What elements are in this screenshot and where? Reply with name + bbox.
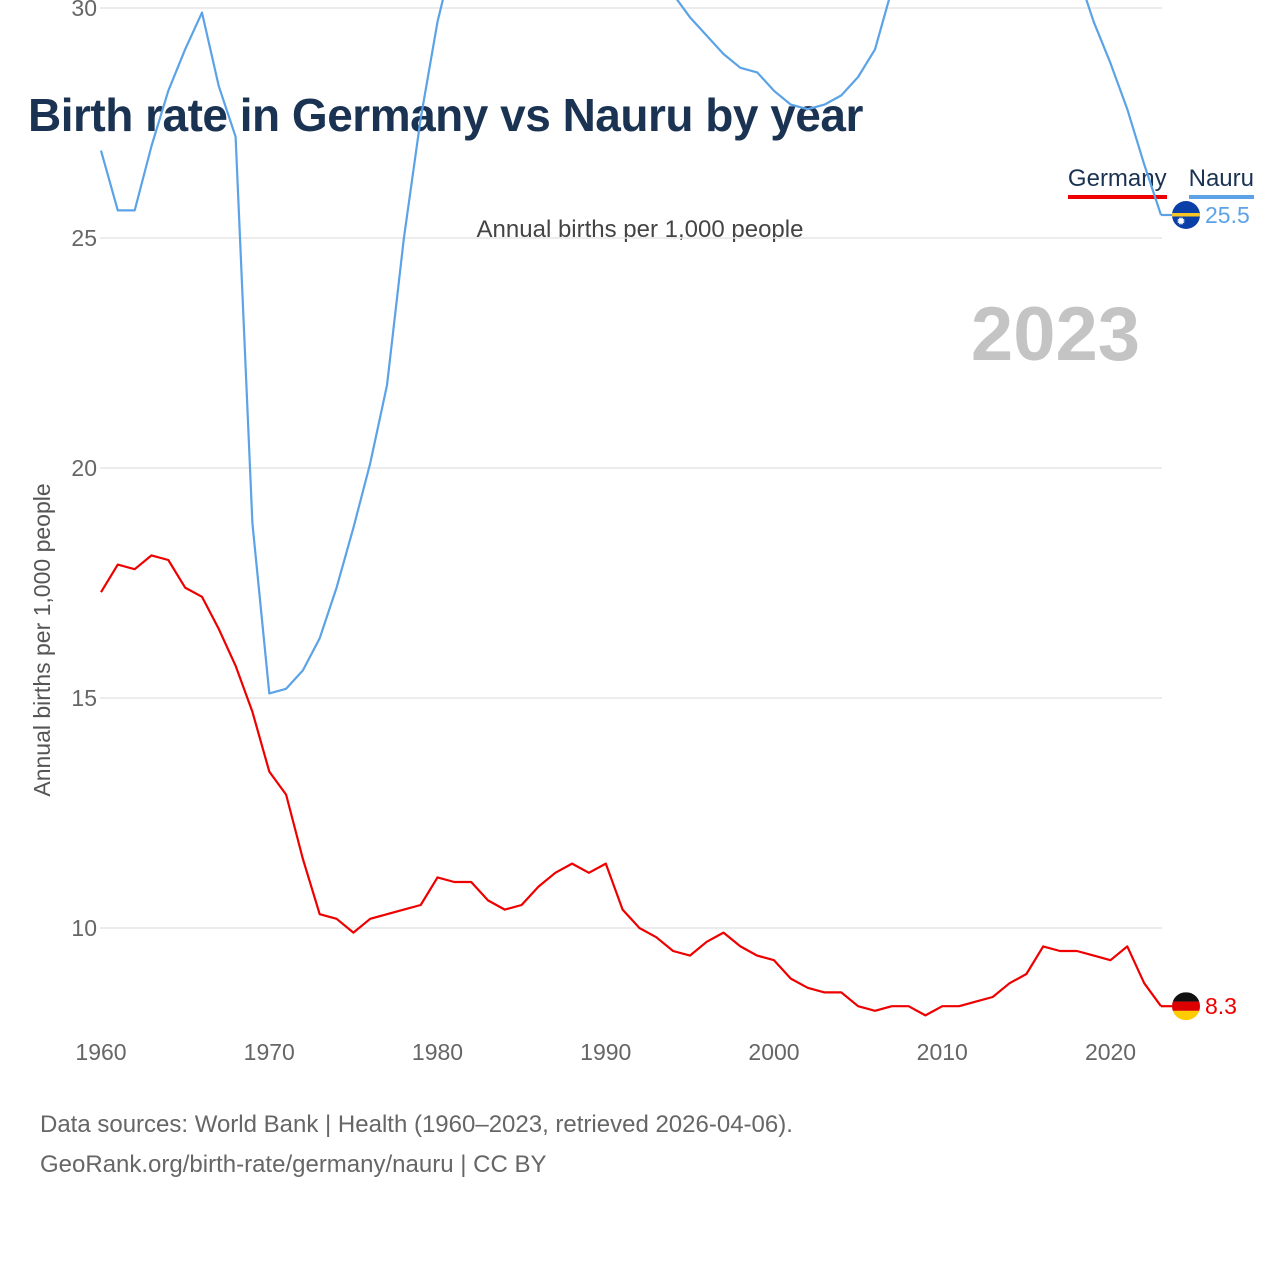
x-tick-label: 2000: [748, 1039, 799, 1065]
y-tick-label: 15: [71, 685, 97, 711]
x-tick-label: 1960: [75, 1039, 126, 1065]
germany-flag-icon: [1172, 992, 1200, 1021]
end-value-label-germany: 8.3: [1205, 993, 1237, 1019]
y-tick-label: 10: [71, 915, 97, 941]
x-tick-label: 2020: [1085, 1039, 1136, 1065]
x-tick-label: 1970: [244, 1039, 295, 1065]
y-tick-label: 30: [71, 0, 97, 21]
sources-line-2[interactable]: GeoRank.org/birth-rate/germany/nauru | C…: [40, 1151, 547, 1178]
year-watermark: 2023: [971, 292, 1140, 377]
end-markers: 8.3 25.5 ✹: [1161, 201, 1250, 1021]
y-axis-label: Annual births per 1,000 people: [29, 483, 55, 796]
legend-item-germany[interactable]: Germany: [1067, 165, 1167, 199]
nauru-flag-icon: ✹: [1172, 201, 1200, 229]
y-axis-ticks: 101520253035: [71, 0, 97, 941]
legend-item-nauru[interactable]: Nauru: [1188, 165, 1254, 199]
y-tick-label: 20: [71, 455, 97, 481]
y-tick-label: 25: [71, 225, 97, 251]
series-line-germany[interactable]: [100, 554, 1162, 1017]
svg-text:✹: ✹: [1176, 215, 1185, 228]
legend: Germany Nauru: [1067, 165, 1254, 199]
data-sources: Data sources: World Bank | Health (1960–…: [40, 1105, 793, 1185]
x-tick-label: 1990: [580, 1039, 631, 1065]
series-line-nauru[interactable]: [99, 0, 1163, 695]
gridlines: [100, 7, 1162, 929]
end-value-label-nauru: 25.5: [1205, 202, 1250, 228]
line-chart: 2023 101520253035 1960197019801990200020…: [29, 0, 1250, 1065]
x-tick-label: 1980: [412, 1039, 463, 1065]
x-axis-ticks: 1960 1970 1980 1990 2000 2010 2020: [75, 1039, 1136, 1065]
series-lines: [99, 0, 1163, 1017]
sources-line-1: Data sources: World Bank | Health (1960–…: [40, 1111, 793, 1138]
x-tick-label: 2010: [917, 1039, 968, 1065]
